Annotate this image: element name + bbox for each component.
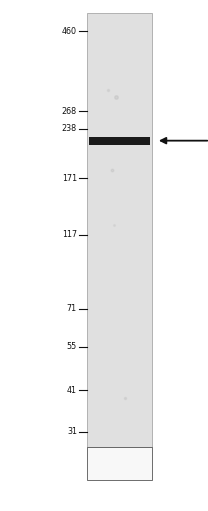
Text: 117: 117 — [62, 230, 77, 239]
Text: 460: 460 — [62, 27, 77, 35]
Text: 55: 55 — [67, 342, 77, 351]
Text: 31: 31 — [67, 428, 77, 436]
Text: 71: 71 — [67, 304, 77, 313]
Text: 41: 41 — [67, 386, 77, 395]
Bar — [87, 13, 152, 447]
Bar — [89, 136, 150, 145]
Text: 238: 238 — [62, 125, 77, 133]
Text: BW
5147.3: BW 5147.3 — [106, 457, 134, 471]
Bar — [87, 447, 152, 480]
Text: 171: 171 — [62, 174, 77, 182]
Text: 268: 268 — [62, 107, 77, 116]
